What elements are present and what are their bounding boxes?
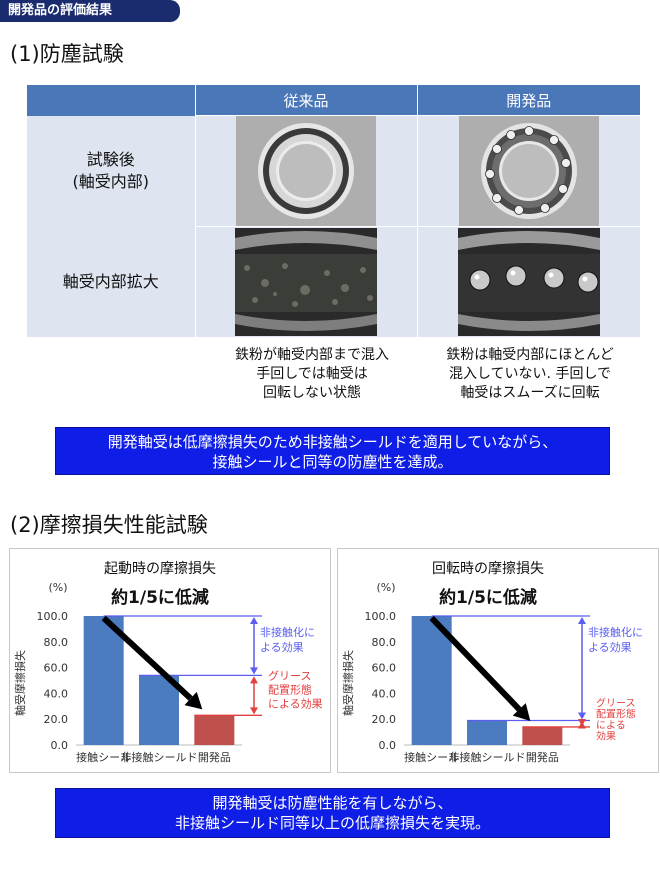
annotation-grease-text: による効果 [268, 696, 323, 710]
bearing-photo-developed [458, 116, 599, 226]
table-header-blank [27, 85, 195, 116]
bar-1 [411, 616, 452, 745]
y-tick-label: 80.0 [44, 636, 69, 649]
unit-label: (%) [376, 581, 395, 594]
annotation-noncontact-text: 非接触化に [260, 625, 315, 639]
chart-title: 起動時の摩擦損失 [104, 560, 216, 577]
bar-3 [194, 715, 235, 745]
bar-2 [467, 720, 507, 745]
chart-panel-startup: 起動時の摩擦損失 約1/5に低減 (%) 軸受摩擦損失 0.0 20.0 40.0 6… [9, 548, 331, 773]
arrow-head [578, 712, 586, 720]
bar-1 [83, 616, 124, 745]
caption-conventional: 鉄粉が軸受内部まで混入 手回しでは軸受は 回転しない状態 [235, 347, 389, 401]
reduction-arrow [101, 615, 193, 701]
chart-panel-rotation: 回転時の摩擦損失 約1/5に低減 (%) 軸受摩擦損失 0.0 20.0 40.0 6… [337, 548, 659, 773]
bar-3 [522, 726, 563, 745]
y-tick-label: 20.0 [372, 713, 397, 726]
annotation-grease-text: による [596, 719, 626, 731]
header-tag: 開発品の評価結果 [0, 0, 180, 22]
x-tick-label: 接触シール [76, 750, 131, 764]
x-tick-label: 非接触シールド [121, 750, 198, 764]
column-header-developed: 開発品 [416, 85, 640, 116]
x-tick-label: 接触シール [404, 750, 459, 764]
y-tick-label: 40.0 [372, 687, 397, 700]
y-tick-label: 60.0 [44, 662, 69, 675]
row-label-after-test: 試験後 (軸受内部) [27, 115, 195, 227]
column-header-conventional: 従来品 [194, 85, 417, 116]
y-tick-label: 0.0 [379, 739, 397, 752]
annotation-grease-text: 効果 [596, 729, 616, 742]
annotation-grease-text: 配置形態 [596, 707, 636, 720]
y-tick-label: 0.0 [51, 739, 69, 752]
arrow-head [250, 707, 258, 715]
photo-cell-developed-after [416, 115, 640, 227]
section1-title: (1)防塵試験 [10, 42, 124, 66]
arrow-head [250, 676, 258, 684]
bearing-zoom-photo-conventional [235, 227, 377, 336]
reduction-arrow-head [184, 691, 203, 710]
reduction-arrow-head [512, 703, 531, 721]
annotation-noncontact-text: よる効果 [260, 640, 304, 654]
y-tick-label: 40.0 [44, 687, 69, 700]
annotation-grease-text: グリース [268, 668, 311, 682]
bearing-photo-conventional [236, 116, 376, 226]
chart-title: 回転時の摩擦損失 [432, 560, 544, 577]
chart-subtitle: 約1/5に低減 [439, 587, 537, 608]
unit-label: (%) [48, 581, 67, 594]
annotation-grease-text: グリース [596, 696, 636, 709]
x-tick-label: 非接触シールド [449, 750, 526, 764]
chart-rotation-friction: 回転時の摩擦損失 約1/5に低減 (%) 軸受摩擦損失 0.0 20.0 40.0 6… [341, 560, 643, 764]
y-axis-label: 軸受摩擦損失 [13, 650, 27, 716]
bearing-zoom-photo-developed [457, 227, 600, 336]
y-tick-label: 100.0 [37, 610, 69, 623]
arrow-head [250, 617, 258, 624]
y-axis-label: 軸受摩擦損失 [341, 650, 355, 716]
y-tick-label: 80.0 [372, 636, 397, 649]
photo-cell-developed-zoom [416, 226, 640, 337]
y-tick-label: 20.0 [44, 713, 69, 726]
chart-startup-friction: 起動時の摩擦損失 約1/5に低減 (%) 軸受摩擦損失 0.0 20.0 40.0 6… [13, 560, 323, 764]
comparison-table: 従来品 開発品 試験後 (軸受内部) [27, 85, 640, 337]
annotation-grease-text: 配置形態 [268, 682, 312, 696]
x-tick-label: 開発品 [198, 750, 231, 764]
bar-2 [139, 675, 179, 745]
section2-title: (2)摩擦損失性能試験 [10, 513, 208, 537]
conclusion-banner-dust: 開発軸受は低摩擦損失のため非接触シールドを適用していながら、 接触シールと同等の… [55, 427, 610, 475]
y-tick-label: 60.0 [372, 662, 397, 675]
photo-cell-conventional-zoom [194, 226, 417, 337]
annotation-noncontact-text: よる効果 [588, 640, 632, 654]
reduction-arrow [429, 615, 522, 712]
arrow-head [578, 718, 586, 726]
conclusion-banner-friction: 開発軸受は防塵性能を有しながら、 非接触シールド同等以上の低摩擦損失を実現。 [55, 788, 610, 838]
chart-subtitle: 約1/5に低減 [111, 587, 209, 608]
photo-cell-conventional-after [194, 115, 417, 227]
y-tick-label: 100.0 [365, 610, 397, 623]
arrow-head [250, 667, 258, 675]
row-label-bearing-interior: 軸受内部拡大 [27, 226, 195, 337]
annotation-noncontact-text: 非接触化に [588, 625, 643, 639]
x-tick-label: 開発品 [526, 750, 559, 764]
caption-developed: 鉄粉は軸受内部にほとんど 混入していない. 手回しで 軸受はスムーズに回転 [446, 347, 614, 401]
arrow-head [578, 617, 586, 624]
